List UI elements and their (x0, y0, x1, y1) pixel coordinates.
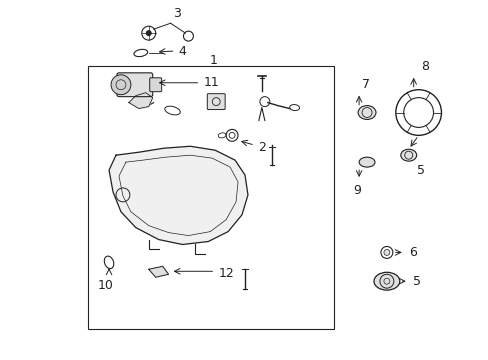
Text: 12: 12 (218, 267, 233, 280)
Text: 7: 7 (361, 78, 369, 91)
Circle shape (111, 75, 131, 95)
Ellipse shape (400, 149, 416, 161)
Text: 10: 10 (98, 279, 114, 292)
Ellipse shape (357, 105, 375, 120)
FancyBboxPatch shape (117, 73, 152, 96)
Polygon shape (148, 266, 168, 277)
Text: 3: 3 (173, 7, 181, 20)
Text: 4: 4 (178, 45, 186, 58)
Circle shape (146, 31, 151, 36)
Circle shape (383, 249, 389, 255)
Text: 9: 9 (352, 184, 360, 197)
Polygon shape (129, 93, 152, 109)
FancyBboxPatch shape (207, 94, 224, 109)
FancyBboxPatch shape (149, 78, 162, 92)
Text: 11: 11 (203, 76, 219, 89)
Text: 6: 6 (408, 246, 416, 259)
Text: 5: 5 (416, 163, 424, 176)
Polygon shape (109, 146, 247, 244)
Ellipse shape (373, 272, 399, 290)
Text: 2: 2 (257, 141, 265, 154)
Text: 1: 1 (209, 54, 217, 67)
Text: 8: 8 (420, 60, 428, 73)
Ellipse shape (358, 157, 374, 167)
Bar (88, 66, 334, 329)
Text: 5: 5 (412, 275, 420, 288)
